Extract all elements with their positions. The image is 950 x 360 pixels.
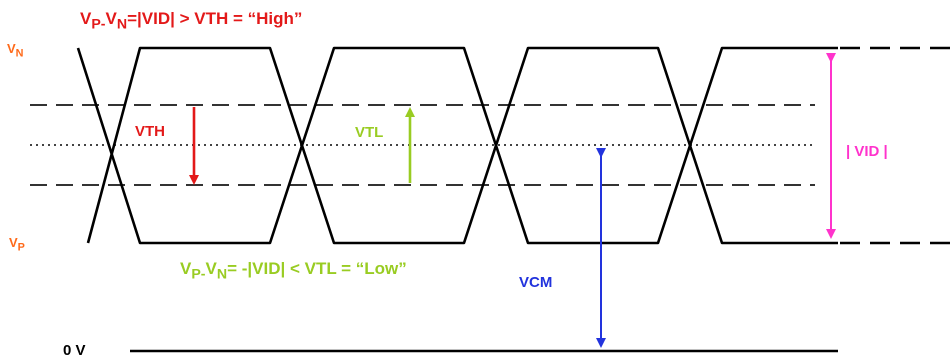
vtl-label: VTL bbox=[355, 124, 384, 141]
signal-trace-a bbox=[76, 46, 838, 245]
vid-label: | VID | bbox=[846, 143, 888, 160]
zero-volt-label: 0 V bbox=[63, 342, 86, 359]
vcm-label: VCM bbox=[519, 274, 553, 291]
signal-trace-b bbox=[86, 46, 838, 245]
vth-label: VTH bbox=[135, 123, 165, 140]
high-condition-label: VP-VN=|VID| > VTH = “High” bbox=[80, 9, 303, 33]
vp-level-label: VP bbox=[9, 235, 25, 254]
low-condition-label: VP-VN= -|VID| < VTL = “Low” bbox=[180, 259, 407, 283]
vn-level-label: VN bbox=[7, 41, 24, 60]
